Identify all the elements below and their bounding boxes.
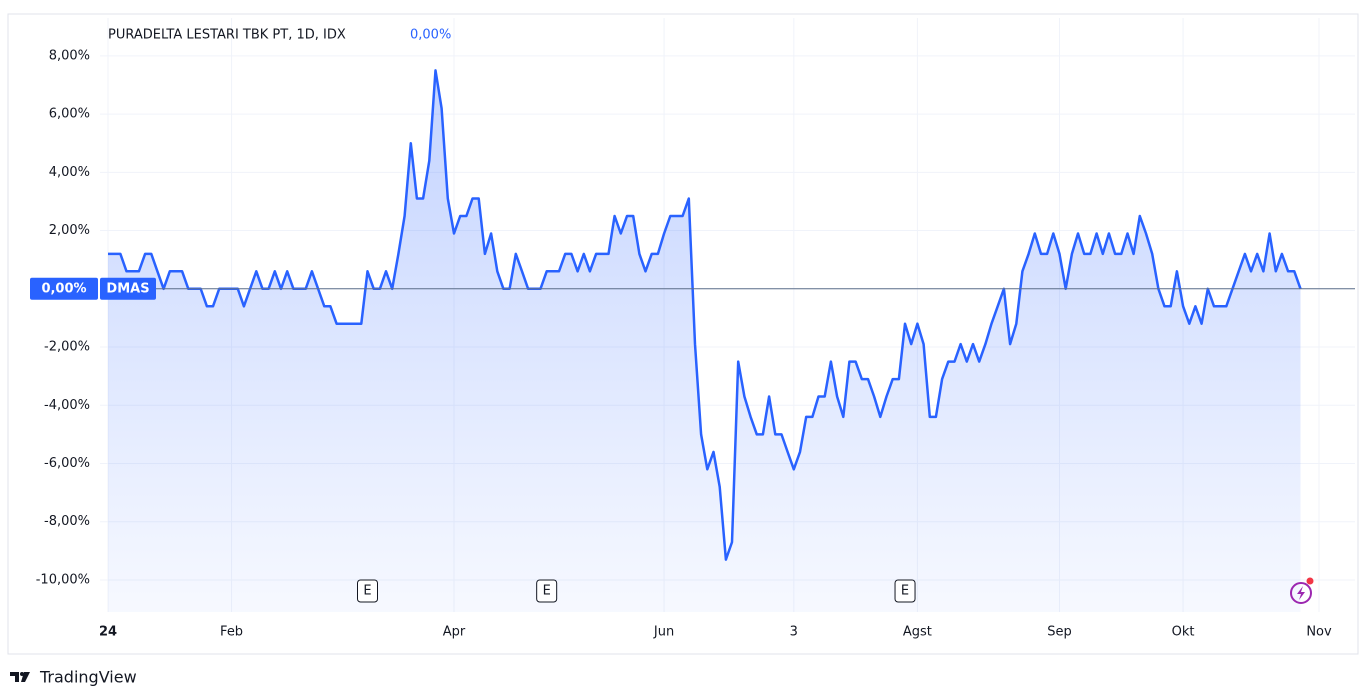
x-tick-label: Sep <box>1047 625 1072 640</box>
symbol-badge <box>100 277 156 300</box>
event-label: E <box>363 584 371 599</box>
x-tick-label: Nov <box>1306 625 1332 640</box>
y-tick-label: 4,00% <box>49 165 90 180</box>
x-tick-label: Agst <box>903 625 932 640</box>
x-tick-label: 24 <box>99 625 117 640</box>
brand-name: TradingView <box>39 668 137 687</box>
x-tick-label: Feb <box>220 625 243 640</box>
y-tick-label: 6,00% <box>49 107 90 122</box>
y-tick-label: -2,00% <box>44 340 90 355</box>
x-tick-label: Okt <box>1172 625 1195 640</box>
alert-icon <box>1290 577 1314 604</box>
event-label: E <box>901 584 909 599</box>
y-tick-label: -8,00% <box>44 514 90 529</box>
y-tick-label: -6,00% <box>44 456 90 471</box>
symbol-label: DMAS <box>106 281 149 296</box>
header-change: 0,00% <box>410 28 451 43</box>
y-tick-label: -4,00% <box>44 398 90 413</box>
line <box>108 69 1302 561</box>
overlay: 0,00% DMAS E E E <box>30 277 1355 603</box>
event-marker <box>357 579 378 603</box>
x-tick-label: 3 <box>790 625 798 640</box>
y-tick-label: 8,00% <box>49 48 90 63</box>
x-tick-label: Apr <box>443 625 466 640</box>
area <box>108 70 1301 612</box>
y-tick-label: -10,00% <box>36 572 90 587</box>
event-marker <box>536 579 558 603</box>
value-badge <box>30 277 98 300</box>
event-label: E <box>543 584 551 599</box>
y-tick-label: 2,00% <box>49 223 90 238</box>
chart-frame <box>7 13 1359 655</box>
chart-title: PURADELTA LESTARI TBK PT, 1D, IDX <box>108 28 346 43</box>
value-badge-label: 0,00% <box>41 281 86 296</box>
x-tick-label: Jun <box>653 625 674 640</box>
brand-logo <box>10 672 30 682</box>
event-marker <box>894 579 916 603</box>
plot <box>108 69 1302 612</box>
